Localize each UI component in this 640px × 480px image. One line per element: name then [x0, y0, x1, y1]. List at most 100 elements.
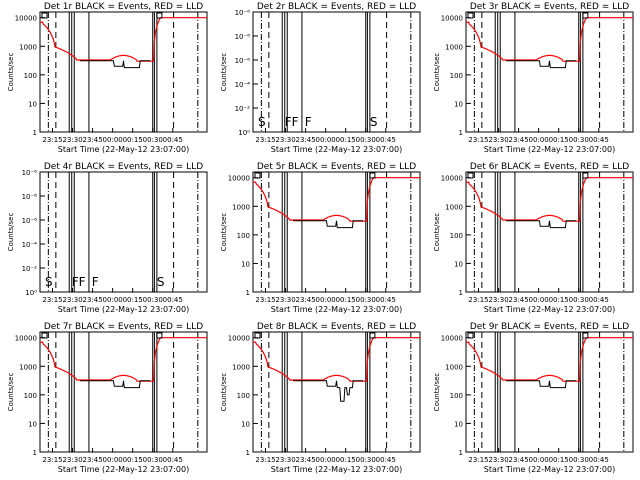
plot-frame — [465, 11, 634, 133]
x-tick-label: 00:45 — [163, 136, 183, 144]
panel-6r: Det 6r BLACK = Events, RED = LLD Counts/s… — [433, 162, 634, 314]
start-marker — [41, 12, 48, 19]
panel-title: Det 1r BLACK = Events, RED = LLD — [44, 2, 203, 12]
y-tick-label: 100 — [450, 392, 463, 400]
panel-title: Det 2r BLACK = Events, RED = LLD — [257, 2, 416, 12]
stop-marker — [582, 172, 589, 179]
x-tick-label: 23:30 — [275, 456, 295, 464]
series-events-line — [506, 380, 577, 389]
plot-frame — [39, 331, 208, 453]
y-tick-label: 1000 — [445, 203, 463, 211]
x-axis-label: Start Time (22-May-12 23:07:00) — [58, 305, 189, 314]
panel-1r: Det 1r BLACK = Events, RED = LLD Counts/s… — [7, 2, 208, 154]
x-tick-label: 00:45 — [589, 136, 609, 144]
y-tick-label: 100 — [24, 392, 37, 400]
x-tick-label: 23:45 — [509, 136, 529, 144]
y-tick-label: 1000 — [232, 363, 250, 371]
x-axis-label: Start Time (22-May-12 23:07:00) — [271, 465, 402, 474]
plot-frame — [252, 171, 421, 293]
x-tick-label: 23:15 — [42, 136, 62, 144]
y-tick-label: 10⁻⁶ — [22, 169, 38, 177]
x-tick-label: 00:45 — [376, 296, 396, 304]
y-tick-label: 10000 — [228, 335, 250, 343]
x-tick-label: 23:15 — [468, 456, 488, 464]
x-tick-label: 00:30 — [143, 136, 163, 144]
y-tick-label: 10 — [241, 260, 250, 268]
y-tick-label: 10⁻⁴ — [22, 241, 38, 249]
panel-title: Det 9r BLACK = Events, RED = LLD — [470, 322, 629, 332]
series-events-line — [80, 380, 151, 389]
y-axis-label: Counts/sec — [7, 373, 15, 412]
start-marker — [467, 12, 474, 19]
y-tick-label: 10 — [28, 420, 37, 428]
x-axis-label: Start Time (22-May-12 23:07:00) — [484, 305, 615, 314]
x-tick-label: 00:45 — [163, 296, 183, 304]
plot-frame — [39, 171, 208, 293]
x-tick-label: 00:15 — [336, 296, 356, 304]
y-tick-label: 10⁻⁶ — [235, 57, 251, 65]
x-tick-label: 23:30 — [488, 296, 508, 304]
y-tick-label: 1 — [246, 289, 250, 297]
panel-title: Det 4r BLACK = Events, RED = LLD — [44, 162, 203, 172]
x-tick-label: 23:15 — [255, 296, 275, 304]
y-tick-label: 10⁻⁶ — [22, 217, 38, 225]
series-lld-line — [253, 177, 420, 222]
x-axis-label: Start Time (22-May-12 23:07:00) — [58, 145, 189, 154]
x-tick-label: 00:30 — [356, 296, 376, 304]
panel-3r: Det 3r BLACK = Events, RED = LLD Counts/s… — [433, 2, 634, 154]
stop-marker — [582, 12, 589, 19]
panel-4r: Det 4r BLACK = Events, RED = LLD Counts/s… — [7, 162, 208, 314]
plot-frame — [39, 11, 208, 133]
panel-9r: Det 9r BLACK = Events, RED = LLD Counts/s… — [433, 322, 634, 474]
x-tick-label: 23:30 — [488, 136, 508, 144]
series-events-line — [80, 60, 151, 69]
y-tick-label: 10 — [241, 420, 250, 428]
y-axis-label: Counts/sec — [7, 213, 15, 252]
x-axis-label: Start Time (22-May-12 23:07:00) — [484, 145, 615, 154]
panel-7r: Det 7r BLACK = Events, RED = LLD Counts/s… — [7, 322, 208, 474]
marker-label: F — [305, 115, 312, 129]
start-marker — [41, 332, 48, 339]
y-tick-label: 10 — [454, 260, 463, 268]
x-tick-label: 23:30 — [275, 136, 295, 144]
y-tick-label: 10⁰ — [238, 129, 250, 137]
series-lld-line — [40, 17, 207, 62]
y-axis-label: Counts/sec — [220, 373, 228, 412]
x-tick-label: 00:15 — [549, 136, 569, 144]
start-marker — [467, 332, 474, 339]
y-axis-label: Counts/sec — [433, 213, 441, 252]
panel-title: Det 8r BLACK = Events, RED = LLD — [257, 322, 416, 332]
x-tick-label: 23:45 — [83, 456, 103, 464]
marker-label: FF — [72, 275, 86, 289]
stop-marker — [582, 332, 589, 339]
y-tick-label: 10⁰ — [25, 289, 37, 297]
start-marker — [467, 172, 474, 179]
plot-frame — [465, 171, 634, 293]
x-tick-label: 00:00 — [103, 136, 123, 144]
x-tick-label: 00:15 — [336, 456, 356, 464]
x-tick-label: 00:00 — [529, 296, 549, 304]
y-tick-label: 100 — [237, 392, 250, 400]
x-tick-label: 00:15 — [123, 296, 143, 304]
x-tick-label: 00:30 — [143, 456, 163, 464]
y-tick-label: 10⁻⁸ — [235, 33, 251, 41]
x-tick-label: 23:15 — [42, 456, 62, 464]
stop-marker — [369, 172, 376, 179]
series-lld-line — [466, 17, 633, 62]
y-tick-label: 1000 — [19, 363, 37, 371]
y-axis-label: Counts/sec — [433, 53, 441, 92]
y-axis-label: Counts/sec — [220, 213, 228, 252]
y-tick-label: 10⁻⁴ — [235, 81, 251, 89]
stop-marker — [156, 332, 163, 339]
x-tick-label: 23:30 — [62, 296, 82, 304]
x-tick-label: 23:30 — [488, 456, 508, 464]
y-tick-label: 100 — [24, 72, 37, 80]
panel-2r: Det 2r BLACK = Events, RED = LLD Counts/s… — [220, 2, 421, 154]
series-events-line — [506, 60, 577, 69]
x-tick-label: 23:45 — [296, 456, 316, 464]
marker-label: S — [370, 115, 378, 129]
marker-label: S — [157, 275, 165, 289]
x-tick-label: 00:30 — [356, 136, 376, 144]
plot-frame — [252, 331, 421, 453]
y-tick-label: 10⁻⁸ — [22, 193, 38, 201]
